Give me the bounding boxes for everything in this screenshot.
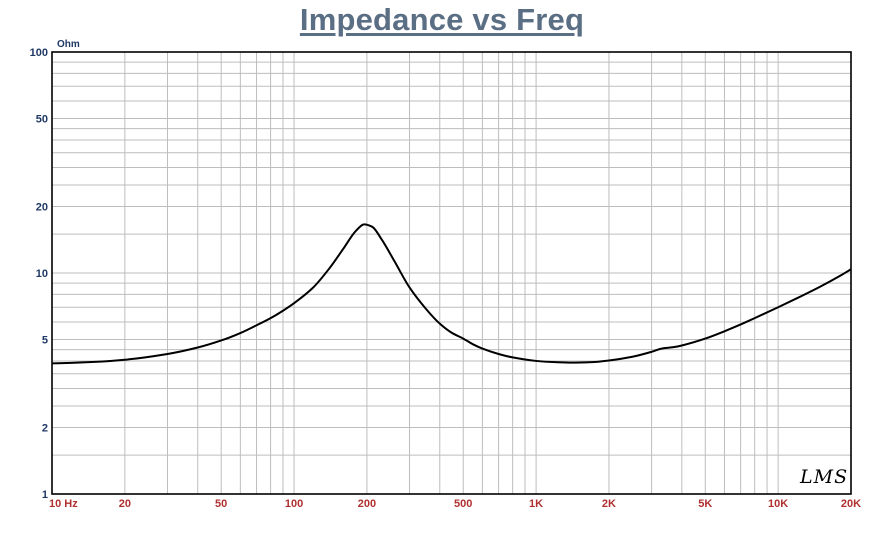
x-tick-label: 20 bbox=[119, 498, 131, 510]
x-tick-label: 10 Hz bbox=[49, 498, 78, 510]
y-unit-label: Ohm bbox=[57, 39, 80, 50]
y-tick-label: 1 bbox=[42, 489, 48, 501]
x-tick-label: 500 bbox=[454, 498, 472, 510]
y-axis-ticks: 1 2 5 10 20 50 100 bbox=[30, 47, 48, 501]
x-tick-label: 1K bbox=[529, 498, 543, 510]
x-tick-label: 5K bbox=[698, 498, 712, 510]
y-tick-label: 100 bbox=[30, 47, 48, 59]
y-tick-label: 50 bbox=[36, 114, 48, 126]
x-tick-label: 2K bbox=[602, 498, 616, 510]
y-tick-label: 20 bbox=[36, 201, 48, 213]
x-tick-label: 50 bbox=[215, 498, 227, 510]
x-axis-ticks: 10 Hz 20 50 100 200 500 1K 2K 5K 10K 20K bbox=[49, 498, 861, 510]
plot-frame bbox=[51, 51, 852, 495]
y-tick-label: 2 bbox=[42, 422, 48, 434]
chart-title: Impedance vs Freq bbox=[299, 2, 585, 37]
x-tick-label: 200 bbox=[358, 498, 376, 510]
grid-lines bbox=[51, 52, 852, 495]
x-tick-label: 10K bbox=[768, 498, 788, 510]
x-tick-label: 100 bbox=[285, 498, 303, 510]
y-tick-label: 10 bbox=[36, 268, 48, 280]
y-tick-label: 5 bbox=[42, 335, 48, 347]
impedance-line bbox=[51, 223, 852, 365]
lms-logo: LMS bbox=[800, 466, 849, 488]
x-tick-label: 20K bbox=[841, 498, 861, 510]
